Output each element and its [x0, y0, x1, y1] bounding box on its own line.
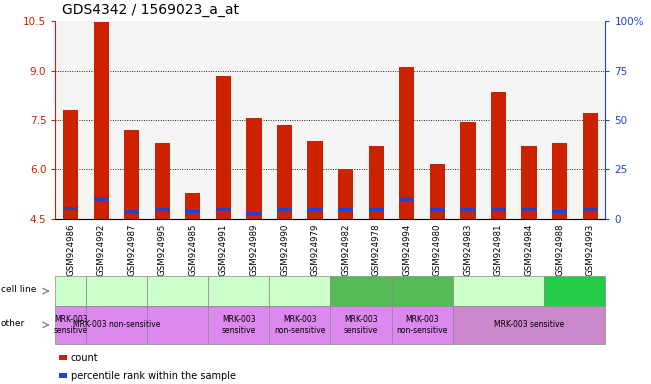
- Bar: [94, 22, 109, 219]
- Bar: [124, 130, 139, 219]
- Bar: [460, 208, 475, 212]
- Text: MRK-003
non-sensitive: MRK-003 non-sensitive: [274, 315, 326, 334]
- Bar: [124, 210, 139, 214]
- Bar: [277, 125, 292, 219]
- Text: MRK-003
sensitive: MRK-003 sensitive: [53, 315, 88, 334]
- Bar: [246, 212, 262, 216]
- Bar: [521, 146, 536, 219]
- Bar: [215, 76, 231, 219]
- Bar: [552, 143, 567, 219]
- Bar: [94, 197, 109, 201]
- Text: MRK-003 sensitive: MRK-003 sensitive: [494, 320, 564, 329]
- Bar: [155, 208, 170, 212]
- Bar: [521, 208, 536, 212]
- Bar: [186, 192, 201, 219]
- Bar: [277, 208, 292, 212]
- Bar: [246, 118, 262, 219]
- Bar: [583, 208, 598, 212]
- Text: MRK-003
sensitive: MRK-003 sensitive: [221, 315, 256, 334]
- Bar: [186, 210, 201, 214]
- Bar: [491, 92, 506, 219]
- Bar: [430, 164, 445, 219]
- Text: MRK-003
non-sensitive: MRK-003 non-sensitive: [396, 315, 448, 334]
- Text: percentile rank within the sample: percentile rank within the sample: [71, 371, 236, 381]
- Text: count: count: [71, 353, 98, 363]
- Bar: [399, 67, 415, 219]
- Bar: [368, 146, 384, 219]
- Bar: [63, 110, 78, 219]
- Bar: [307, 141, 323, 219]
- Bar: [307, 208, 323, 212]
- Bar: [368, 208, 384, 212]
- Text: MRK-003
sensitive: MRK-003 sensitive: [344, 315, 378, 334]
- Text: MRK-003 non-sensitive: MRK-003 non-sensitive: [73, 320, 160, 329]
- Bar: [460, 122, 475, 219]
- Bar: [399, 197, 415, 201]
- Bar: [338, 169, 353, 219]
- Bar: [491, 208, 506, 212]
- Bar: [63, 207, 78, 210]
- Bar: [552, 210, 567, 214]
- Text: cell line: cell line: [1, 285, 36, 295]
- Bar: [155, 143, 170, 219]
- Bar: [583, 113, 598, 219]
- Text: GDS4342 / 1569023_a_at: GDS4342 / 1569023_a_at: [62, 3, 239, 17]
- Text: other: other: [1, 319, 25, 328]
- Bar: [430, 208, 445, 212]
- Bar: [215, 208, 231, 212]
- Bar: [338, 208, 353, 212]
